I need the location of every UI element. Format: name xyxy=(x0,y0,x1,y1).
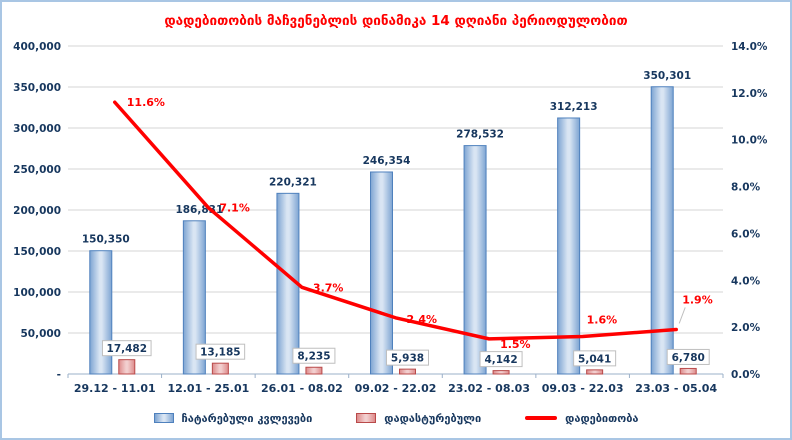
left-axis-tick-label: 250,000 xyxy=(13,164,61,176)
right-axis-tick-label: 14.0% xyxy=(731,41,768,53)
bar-confirmed xyxy=(679,367,697,375)
left-axis-tick-label: 300,000 xyxy=(13,123,61,135)
bar-confirmed-label-box xyxy=(386,349,429,366)
combo-chart-canvas: 400,000 350,000 300,000 250,000 200,000 150,0… xyxy=(13,41,768,395)
bar-tests-value-label: 246,354 xyxy=(363,155,411,167)
bar-tests xyxy=(463,145,487,375)
x-axis-category-label: 26.01 - 08.02 xyxy=(261,382,343,395)
x-axis-category-label: 09.02 - 22.02 xyxy=(355,382,437,395)
positivity-point-label: 1.5% xyxy=(500,338,531,351)
bar-tests-value-label: 186,831 xyxy=(175,204,223,216)
legend-label-tests: ჩატარებული კვლევები xyxy=(181,411,313,425)
left-axis-tick-label: 400,000 xyxy=(13,41,61,53)
x-axis-category-label: 23.03 - 05.04 xyxy=(635,382,717,395)
positivity-point-label: 7.1% xyxy=(219,202,250,215)
left-axis-tick-label: 50,000 xyxy=(20,328,61,340)
bar-tests xyxy=(370,171,393,375)
bar-confirmed-value-label: 8,235 xyxy=(297,351,330,363)
legend-label-confirmed: დადასტურებული xyxy=(384,411,482,425)
bar-tests xyxy=(650,86,674,375)
legend-label-positivity: დადებითობა xyxy=(565,411,639,425)
x-axis-category-label: 23.02 - 08.03 xyxy=(448,382,530,395)
bar-confirmed-value-label: 5,938 xyxy=(391,353,424,365)
legend-item-tests: ჩატარებული კვლევები xyxy=(153,411,313,425)
x-axis-category-label: 09.03 - 22.03 xyxy=(542,382,624,395)
bar-confirmed-label-box xyxy=(101,340,152,357)
bar-tests-value-label: 278,532 xyxy=(456,129,504,141)
right-axis-tick-label: 4.0% xyxy=(731,275,761,287)
bar-confirmed-label-box xyxy=(195,343,246,360)
legend-swatch-positivity-line-icon xyxy=(525,416,558,420)
right-axis-tick-label: 8.0% xyxy=(731,182,761,194)
left-axis-tick-label: 350,000 xyxy=(13,82,61,94)
legend-item-positivity: დადებითობა xyxy=(525,412,638,425)
bar-confirmed-label-box xyxy=(573,350,617,367)
chart-legend: ჩატარებული კვლევები დადასტურებული დადები… xyxy=(2,402,790,434)
legend-swatch-confirmed-icon xyxy=(356,413,377,423)
right-axis-tick-label: 0.0% xyxy=(731,369,761,381)
positivity-point-label: 11.6% xyxy=(127,96,165,109)
bar-confirmed-value-label: 4,142 xyxy=(484,354,517,366)
chart-title: დადებითობის მაჩვენებლის დინამიკა 14 დღია… xyxy=(164,13,628,29)
bar-confirmed-label-box xyxy=(479,351,523,368)
bar-tests xyxy=(182,220,206,375)
bar-confirmed xyxy=(586,369,604,375)
right-axis-tick-label: 6.0% xyxy=(731,228,761,240)
positivity-point-label: 2.4% xyxy=(407,313,438,326)
legend-swatch-tests-icon xyxy=(153,413,174,423)
left-axis-tick-label: - xyxy=(57,369,61,381)
x-axis-category-label: 12.01 - 25.01 xyxy=(167,382,249,395)
bar-confirmed xyxy=(211,362,229,375)
x-axis-category-label: 29.12 - 11.01 xyxy=(74,382,156,395)
positivity-point-label: 1.9% xyxy=(682,293,713,306)
right-axis-tick-label: 10.0% xyxy=(731,135,768,147)
bar-confirmed-value-label: 17,482 xyxy=(107,343,148,355)
right-axis-tick-label: 2.0% xyxy=(731,322,761,334)
bar-tests xyxy=(557,117,581,375)
bar-tests-value-label: 220,321 xyxy=(269,176,317,188)
left-axis-tick-label: 100,000 xyxy=(13,287,61,299)
left-axis-tick-label: 200,000 xyxy=(13,205,61,217)
legend-item-confirmed: დადასტურებული xyxy=(356,412,481,425)
bar-confirmed xyxy=(399,368,416,375)
left-axis-tick-label: 150,000 xyxy=(13,246,61,258)
positivity-line xyxy=(113,100,678,341)
bar-confirmed xyxy=(492,370,510,375)
bar-confirmed-value-label: 6,780 xyxy=(672,352,705,364)
bar-confirmed-value-label: 13,185 xyxy=(200,347,241,359)
positivity-point-label: 3.7% xyxy=(313,281,344,294)
label-leader-line xyxy=(678,307,686,324)
bar-confirmed xyxy=(305,366,323,375)
bar-confirmed xyxy=(118,359,136,375)
bar-confirmed-label-box xyxy=(666,348,710,365)
bar-tests-value-label: 312,213 xyxy=(550,101,598,113)
positivity-point-label: 1.6% xyxy=(587,314,618,327)
right-axis-tick-label: 12.0% xyxy=(731,88,768,100)
bar-confirmed-label-box xyxy=(292,347,336,364)
bar-tests-value-label: 350,301 xyxy=(643,70,691,82)
bar-confirmed-value-label: 5,041 xyxy=(578,353,611,365)
bar-tests-value-label: 150,350 xyxy=(82,234,130,246)
